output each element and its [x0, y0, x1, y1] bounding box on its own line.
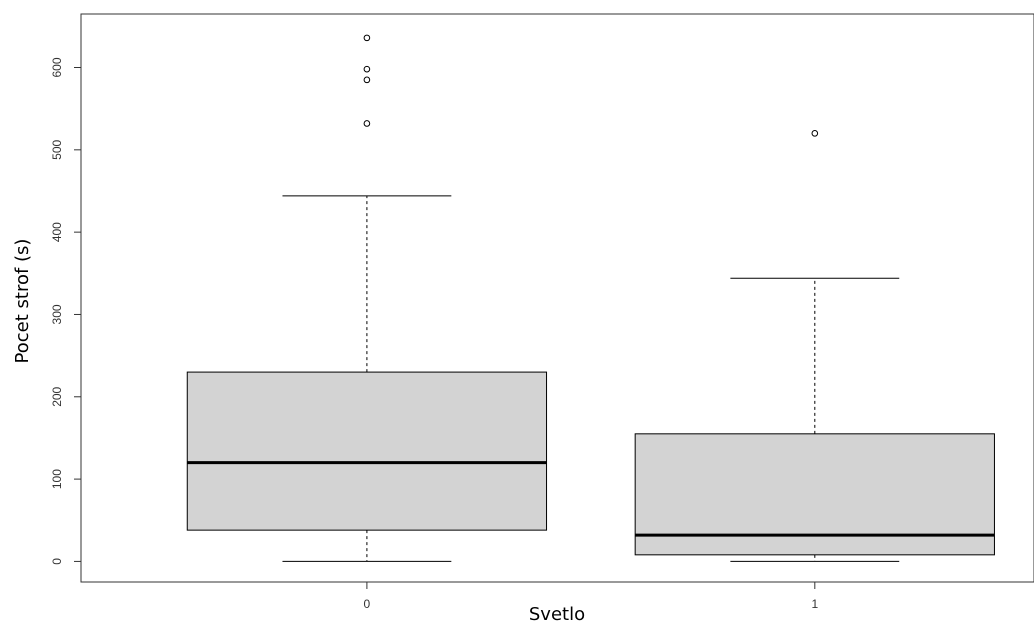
y-tick-label: 100 [50, 469, 64, 489]
outlier-point [363, 34, 371, 42]
y-tick-label: 600 [50, 57, 64, 77]
outlier-point [363, 65, 371, 73]
x-axis-title: Svetlo [529, 604, 585, 625]
y-tick-label: 0 [50, 558, 64, 565]
outlier-point [363, 120, 371, 127]
plot-frame [80, 13, 1034, 583]
x-tick-label: 1 [811, 597, 818, 611]
outlier-point [811, 130, 819, 137]
y-tick-label: 500 [50, 139, 64, 159]
y-tick-label: 400 [50, 222, 64, 242]
y-axis: 0 100 200 300 400 500 600 [50, 57, 81, 565]
y-tick-label: 200 [50, 386, 64, 406]
iqr-box [634, 433, 995, 556]
boxes-layer [186, 34, 995, 562]
box-group-0 [186, 34, 548, 562]
y-axis-title: Pocet strof (s) [12, 239, 33, 364]
outlier-point [363, 76, 371, 84]
box-group-1 [634, 130, 995, 562]
x-tick-label: 0 [364, 597, 371, 611]
iqr-box [186, 371, 548, 531]
y-tick-label: 300 [50, 304, 64, 324]
